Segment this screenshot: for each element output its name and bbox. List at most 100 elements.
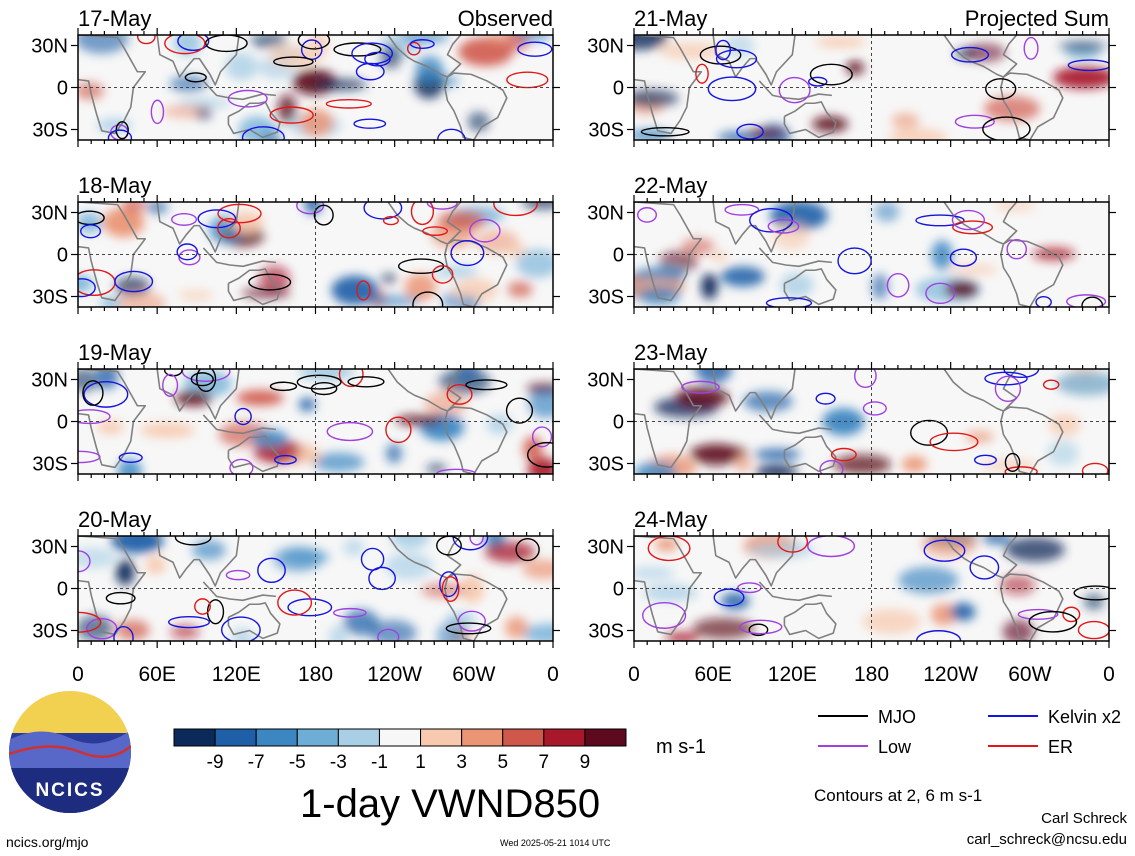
coastline (444, 239, 508, 307)
shading-blob (822, 408, 865, 436)
coastlines (78, 369, 508, 474)
shading-blob (871, 273, 889, 300)
contour-line (356, 280, 371, 301)
colorbar-tick: 5 (497, 752, 508, 773)
contour-line (954, 114, 995, 129)
panel-date: 21-May (634, 6, 707, 31)
shading-blob (78, 547, 117, 569)
shading-blob (528, 389, 553, 419)
coastline (444, 72, 508, 140)
shading-blob (299, 369, 354, 381)
coastline (758, 247, 832, 268)
timestamp: Wed 2025-05-21 1014 UTC (500, 838, 611, 848)
contour-line (241, 126, 285, 140)
contour-line (176, 243, 199, 261)
shading-blob (743, 391, 793, 412)
shading-blob (692, 617, 755, 640)
shading-blob (734, 453, 752, 473)
shading-blob (711, 251, 728, 262)
shading-blob (507, 281, 533, 298)
coastline (227, 268, 281, 306)
shading-blob (901, 456, 928, 473)
x-tick-label: 60W (1008, 663, 1051, 686)
shading-blob (658, 42, 722, 60)
shading-field (634, 35, 1109, 140)
panel-18-May: 30N 0 30S 18-May (31, 173, 560, 314)
shading-blob (78, 275, 94, 292)
contour-line (234, 407, 252, 426)
contour-line (778, 76, 811, 104)
contour-line (217, 203, 262, 224)
coastline (712, 536, 796, 587)
shading-blob (304, 202, 322, 215)
contour-line (715, 49, 758, 69)
contour-line (808, 76, 828, 87)
coastline (387, 35, 462, 78)
panel-23-May: 30N 0 30S 23-May (587, 340, 1116, 481)
contour-line (837, 247, 872, 275)
shading-blob (342, 538, 365, 557)
contour-line (923, 539, 966, 562)
contours (681, 369, 1109, 474)
y-tick-label: 30N (587, 203, 624, 225)
coastline (78, 35, 147, 135)
contour-line (412, 291, 444, 307)
contour-line (1004, 466, 1038, 474)
shading-blob (238, 116, 276, 140)
contour-line (1081, 462, 1109, 474)
shading-blob (846, 60, 865, 75)
shading-blob (298, 397, 316, 412)
shading-blob (415, 56, 444, 85)
contour-line (1066, 294, 1107, 307)
colorbar-units: m s-1 (656, 736, 706, 758)
y-tick-label: 0 (613, 412, 624, 434)
x-tick-label: 120W (923, 663, 978, 686)
contour-line (915, 214, 965, 227)
contour-line (1073, 585, 1109, 601)
contour-line (681, 380, 720, 394)
contour-line (385, 416, 412, 444)
shading-blob (385, 552, 433, 580)
shading-blob (314, 78, 367, 91)
shading-blob (930, 603, 957, 626)
contour-line (949, 248, 978, 267)
contour-line (273, 56, 314, 68)
coastline (227, 435, 281, 473)
contour-line (105, 591, 136, 605)
contour-line (952, 220, 994, 235)
shading-blob (122, 202, 146, 214)
shading-blob (515, 249, 553, 278)
contour-line (736, 123, 764, 140)
legend-label: MJO (878, 707, 916, 727)
colorbar-segment (543, 728, 586, 747)
colorbar-segment (173, 728, 216, 747)
shading-blob (748, 542, 815, 558)
shading-blob (931, 240, 953, 270)
colorbar-segment (502, 728, 545, 747)
y-tick-label: 0 (57, 579, 68, 601)
shading-blob (755, 465, 798, 474)
contour-line (739, 619, 783, 635)
contour-line (640, 126, 690, 137)
contour-line (819, 459, 844, 474)
coastline (1000, 72, 1064, 140)
shading-blob (1005, 537, 1065, 562)
column-header: Projected Sum (965, 6, 1109, 31)
contour-line (269, 106, 314, 124)
y-tick-label: 30N (31, 370, 68, 392)
shading-blob (183, 370, 232, 398)
contour-line (1042, 379, 1060, 390)
contour-line (368, 566, 396, 591)
contour-line (1035, 295, 1052, 307)
contour-line (446, 384, 473, 405)
colorbar-segment (584, 728, 627, 747)
legend-label: ER (1048, 737, 1073, 757)
site-link[interactable]: ncics.org/mjo (6, 834, 89, 850)
shading-blob (634, 89, 679, 108)
y-tick-label: 30S (588, 120, 624, 142)
contour-line (313, 204, 334, 226)
shading-blob (225, 52, 258, 81)
contour-line (332, 607, 367, 618)
contour-line (724, 203, 760, 216)
